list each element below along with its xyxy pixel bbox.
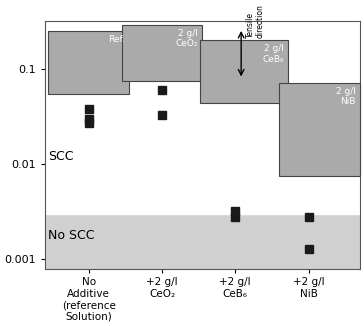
Text: No SCC: No SCC	[48, 229, 95, 242]
Bar	[45, 214, 360, 269]
Bar	[200, 40, 288, 103]
Text: 2 g/l
CeO₂: 2 g/l CeO₂	[175, 29, 198, 48]
Bar	[122, 25, 202, 81]
Text: 2 g/l
CeB₆: 2 g/l CeB₆	[262, 44, 284, 64]
Bar	[279, 83, 360, 176]
Bar	[45, 21, 360, 214]
Text: SCC: SCC	[48, 150, 74, 163]
Bar	[48, 31, 129, 94]
Text: Ref.: Ref.	[108, 35, 125, 44]
Text: Tensile
direction: Tensile direction	[246, 4, 265, 38]
Text: 2 g/l
NiB: 2 g/l NiB	[336, 87, 355, 106]
